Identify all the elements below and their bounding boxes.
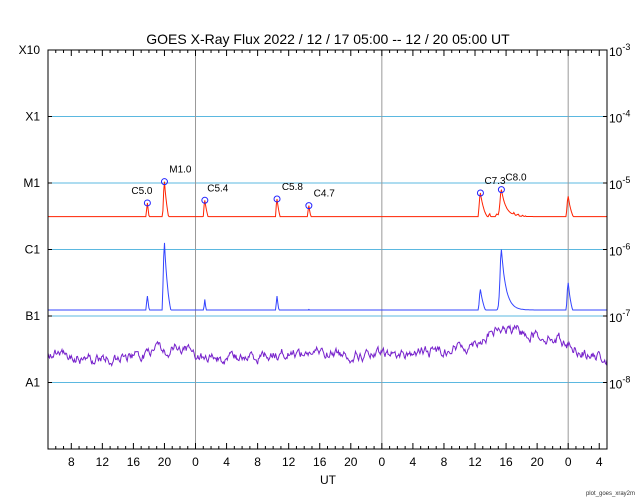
- x-tick-label: 20: [530, 455, 544, 469]
- right-flux-label-base: 10: [609, 45, 623, 59]
- right-flux-label-exponent: -6: [622, 242, 630, 252]
- flare-class-label: C5.0: [131, 186, 153, 197]
- flare-class-label: C5.4: [207, 183, 229, 194]
- flare-peak-marker: [160, 178, 168, 186]
- right-flux-label: 10-3: [609, 42, 630, 59]
- right-flux-label-base: 10: [609, 112, 623, 126]
- left-class-label: M1: [23, 176, 40, 190]
- left-class-label: A1: [25, 376, 40, 390]
- x-tick-label: 4: [223, 455, 230, 469]
- right-flux-label: 10-7: [609, 308, 630, 325]
- flare-peak-marker: [497, 186, 505, 194]
- x-axis-label: UT: [320, 473, 337, 487]
- x-tick-label: 8: [254, 455, 261, 469]
- grid-lines: [48, 50, 607, 449]
- left-class-label: C1: [25, 243, 41, 257]
- flare-class-label: C7.3: [484, 176, 506, 187]
- right-flux-label: 10-8: [609, 375, 630, 392]
- right-flux-label-base: 10: [609, 178, 623, 192]
- xray-flux-series-line: [47, 324, 608, 367]
- right-flux-label-base: 10: [609, 245, 623, 259]
- flare-peak-marker: [305, 202, 313, 210]
- left-class-label: B1: [25, 309, 40, 323]
- flare-class-label: C5.8: [282, 182, 304, 193]
- x-tick-label: 4: [410, 455, 417, 469]
- x-tick-label: 20: [344, 455, 358, 469]
- right-flux-label-base: 10: [609, 378, 623, 392]
- x-tick-label: 12: [96, 455, 110, 469]
- left-class-label: X10: [19, 43, 41, 57]
- right-flux-label-exponent: -8: [622, 375, 630, 385]
- series-group: [47, 181, 608, 367]
- flare-class-label: M1.0: [169, 165, 192, 176]
- x-tick-label: 8: [441, 455, 448, 469]
- x-tick-label: 0: [379, 455, 386, 469]
- flare-peak-marker: [476, 189, 484, 197]
- right-flux-label: 10-6: [609, 242, 630, 259]
- x-tick-label: 0: [192, 455, 199, 469]
- x-tick-label: 20: [158, 455, 172, 469]
- right-flux-label-exponent: -5: [622, 175, 630, 185]
- x-tick-label: 16: [499, 455, 513, 469]
- right-flux-label: 10-5: [609, 175, 630, 192]
- xray-flux-series-line: [48, 181, 607, 218]
- right-flux-label-exponent: -3: [622, 42, 630, 52]
- right-flux-label: 10-4: [609, 109, 630, 126]
- x-tick-label: 8: [68, 455, 75, 469]
- flare-peak-marker: [201, 196, 209, 204]
- left-flare-class-labels: X10 X1 M1 C1 B1 A1: [19, 43, 52, 390]
- flare-class-label: C4.7: [314, 189, 336, 200]
- x-tick-label: 16: [313, 455, 327, 469]
- right-flux-label-exponent: -7: [622, 308, 630, 318]
- x-tick-label: 12: [282, 455, 296, 469]
- x-tick-label: 0: [565, 455, 572, 469]
- x-tick-label: 16: [127, 455, 141, 469]
- plot-footnote: plot_goes_xray2m: [586, 491, 635, 497]
- right-flux-label-base: 10: [609, 311, 623, 325]
- flare-peak-marker: [143, 199, 151, 207]
- right-flux-label-exponent: -4: [622, 109, 630, 119]
- x-tick-label: 4: [596, 455, 603, 469]
- x-tick-label: 12: [468, 455, 482, 469]
- xray-flux-series-line: [48, 242, 607, 311]
- right-flux-labels: 10-310-410-510-610-710-8: [603, 42, 630, 392]
- flare-annotations: C5.0 M1.0 C5.4 C5.8 C4.7 C7.3 C8.0: [131, 165, 527, 210]
- flare-peak-marker: [273, 195, 281, 203]
- flare-class-label: C8.0: [505, 173, 527, 184]
- left-class-label: X1: [25, 110, 40, 124]
- x-axis-ticks: 8 12 16 20 0 4 8 12 16 20 0 4 8 12 16 20 0 4: [47, 50, 608, 469]
- chart-title: GOES X-Ray Flux 2022 / 12 / 17 05:00 -- …: [146, 31, 510, 47]
